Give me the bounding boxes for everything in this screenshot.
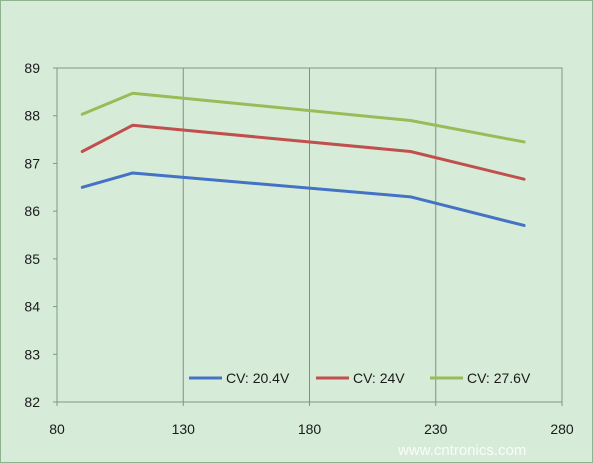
grid-lines — [182, 68, 437, 402]
y-tick-label-88: 88 — [24, 108, 40, 124]
x-axis-ticks: 80 130 180 230 280 — [49, 402, 574, 437]
y-tick-label-85: 85 — [24, 251, 40, 267]
legend-label-2: CV: 24V — [353, 370, 405, 386]
y-tick-label-83: 83 — [24, 346, 40, 362]
series-line-2 — [80, 123, 526, 181]
y-axis-ticks: 82 83 84 85 86 87 88 89 — [24, 60, 57, 410]
y-tick-label-84: 84 — [24, 299, 40, 315]
y-tick-label-89: 89 — [24, 60, 40, 76]
x-tick-label-180: 180 — [298, 421, 322, 437]
legend-label-3: CV: 27.6V — [467, 370, 531, 386]
series-line-1 — [80, 171, 526, 227]
x-tick-label-80: 80 — [49, 421, 65, 437]
y-tick-label-82: 82 — [24, 394, 40, 410]
series-line-3 — [80, 91, 526, 144]
x-tick-label-280: 280 — [550, 421, 574, 437]
series-lines — [80, 91, 526, 227]
watermark-text: www.cntronics.com — [397, 442, 526, 459]
y-tick-label-87: 87 — [24, 155, 40, 171]
legend-label-1: CV: 20.4V — [226, 370, 290, 386]
x-tick-label-130: 130 — [172, 421, 196, 437]
x-tick-label-230: 230 — [424, 421, 448, 437]
legend: CV: 20.4V CV: 24V CV: 27.6V — [189, 370, 531, 386]
y-tick-label-86: 86 — [24, 203, 40, 219]
